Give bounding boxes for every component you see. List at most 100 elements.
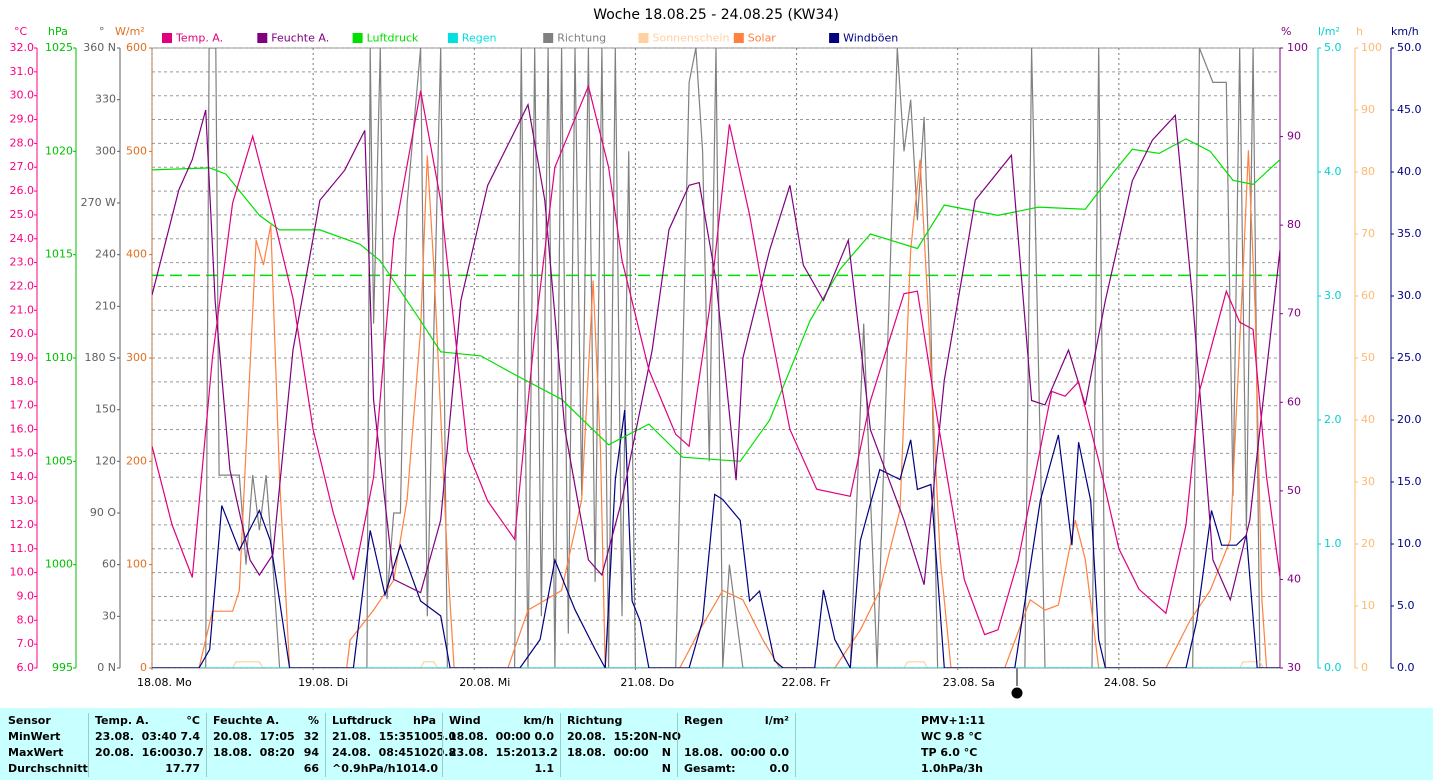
- axis-unit: hPa: [48, 25, 68, 38]
- header-name: Temp. A.: [95, 714, 149, 727]
- cell-text: 7.4: [180, 730, 201, 743]
- y-tick-label: 0: [1361, 661, 1368, 674]
- legend-swatch: [829, 33, 840, 43]
- table-cell: TP 6.0 °C: [795, 745, 1433, 761]
- y-tick-label: 19.0: [10, 351, 35, 364]
- table-row: MinWert 23.08. 03:40 7.4 20.08. 17:05 32 21.0…: [0, 729, 1433, 745]
- header-cell: Sensor: [0, 713, 88, 729]
- header-cell: Richtung: [560, 713, 677, 729]
- row-label: MaxWert: [8, 746, 64, 759]
- y-tick-label: 300: [95, 144, 116, 157]
- y-tick-label: 1025: [45, 41, 73, 54]
- y-tick-label: 40: [1287, 572, 1301, 585]
- y-tick-label: 100: [1287, 41, 1308, 54]
- header-cell: PMV+1:11: [795, 713, 1433, 729]
- y-tick-label: 70: [1287, 307, 1301, 320]
- legend-swatch: [733, 33, 744, 43]
- cell-text: 0.0: [769, 762, 790, 775]
- axis-unit: h: [1356, 25, 1363, 38]
- table-row: Durchschnitt 17.77 66 ^0.9hPa/h 1014.0 1.1 N Ge…: [0, 761, 1433, 777]
- cell-text: N-NO: [648, 730, 681, 743]
- axis-unit: °: [99, 25, 105, 38]
- table-cell: 24.08. 08:45 1020.8: [325, 745, 456, 761]
- y-tick-label: 28.0: [10, 136, 35, 149]
- cell-text: 21.08. 15:35: [332, 730, 414, 743]
- y-tick-label: 10.0: [10, 566, 35, 579]
- y-tick-label: 1010: [45, 351, 73, 364]
- header-name: Wind: [449, 714, 481, 727]
- header-unit: l/m²: [764, 714, 789, 727]
- y-tick-label: 90 O: [90, 506, 116, 519]
- cell-text: WC 9.8 °C: [921, 730, 982, 743]
- header-name: Feuchte A.: [213, 714, 280, 727]
- x-tick-label: 21.08. Do: [620, 676, 674, 689]
- y-tick-label: 995: [52, 661, 73, 674]
- y-tick-label: 240: [95, 248, 116, 261]
- table-cell: 17.77: [88, 761, 206, 777]
- y-tick-label: 8.0: [17, 613, 35, 626]
- y-tick-label: 210: [95, 299, 116, 312]
- cell-text: 18.08. 00:00: [449, 730, 531, 743]
- y-tick-label: 1000: [45, 558, 73, 571]
- y-tick-label: 30: [102, 609, 116, 622]
- legend-label: Feuchte A.: [271, 32, 329, 45]
- y-tick-label: 60: [1287, 395, 1301, 408]
- row-label: Durchschnitt: [8, 762, 88, 775]
- y-tick-label: 9.0: [17, 589, 35, 602]
- header-name: Luftdruck: [332, 714, 392, 727]
- table-header: Sensor Temp. A. °C Feuchte A.% Luftdruck hPa W…: [0, 713, 1433, 729]
- series-line: [152, 150, 1280, 668]
- x-tick-label: 22.08. Fr: [782, 676, 831, 689]
- table-cell: 1.1: [442, 761, 560, 777]
- legend-label: Temp. A.: [175, 32, 223, 45]
- legend-swatch: [162, 33, 172, 43]
- cell-text: 1.1: [534, 762, 555, 775]
- y-tick-label: 80: [1361, 165, 1375, 178]
- cell-text: 24.08. 08:45: [332, 746, 414, 759]
- y-tick-label: 21.0: [10, 303, 35, 316]
- y-tick-label: 200: [126, 454, 147, 467]
- y-tick-label: 25.0: [1397, 351, 1422, 364]
- y-tick-label: 100: [126, 558, 147, 571]
- y-tick-label: 1.0: [1324, 537, 1342, 550]
- x-tick-label: 19.08. Di: [298, 676, 348, 689]
- legend-swatch: [257, 33, 268, 43]
- y-tick-label: 45.0: [1397, 103, 1422, 116]
- y-tick-label: 60: [1361, 289, 1375, 302]
- cell-text: N: [661, 746, 671, 759]
- cell-text: 13.2: [530, 746, 558, 759]
- table-cell: 20.08. 15:20 N-NO: [560, 729, 681, 745]
- y-tick-label: 13.0: [10, 494, 35, 507]
- y-tick-label: 25.0: [10, 208, 35, 221]
- cell-text: 18.08. 00:00: [567, 746, 649, 759]
- series-line: [152, 84, 1280, 636]
- legend-label: Sonnenschein: [653, 32, 730, 45]
- table-cell: 18.08. 00:00 0.0: [677, 745, 795, 761]
- axis-unit: km/h: [1391, 25, 1419, 38]
- y-tick-label: 1005: [45, 454, 73, 467]
- y-tick-label: 300: [126, 351, 147, 364]
- header-cell: Regen l/m²: [677, 713, 795, 729]
- table-cell: N: [560, 761, 677, 777]
- y-tick-label: 100: [1361, 41, 1382, 54]
- axis-unit: W/m²: [115, 25, 145, 38]
- legend-label: Richtung: [557, 32, 606, 45]
- header-unit: km/h: [523, 714, 554, 727]
- header-unit: %: [307, 714, 319, 727]
- y-tick-label: 2.0: [1324, 413, 1342, 426]
- y-tick-label: 1015: [45, 248, 73, 261]
- y-tick-label: 5.0: [1397, 599, 1415, 612]
- cell-text: 1005.0: [413, 730, 457, 743]
- cell-text: 23.08. 03:40: [95, 730, 177, 743]
- cell-text: 1020.8: [413, 746, 457, 759]
- y-tick-label: 12.0: [10, 518, 35, 531]
- y-tick-label: 50: [1361, 351, 1375, 364]
- cell-text: 1.0hPa/3h: [921, 762, 984, 775]
- series-layer: [152, 48, 1280, 668]
- y-tick-label: 40: [1361, 413, 1375, 426]
- table-cell: 21.08. 15:35 1005.0: [325, 729, 456, 745]
- chart: Woche 18.08.25 - 24.08.25 (KW34) °C 6.0 7.…: [10, 7, 1422, 699]
- header-unit: hPa: [412, 714, 436, 727]
- legend-label: Luftdruck: [367, 32, 419, 45]
